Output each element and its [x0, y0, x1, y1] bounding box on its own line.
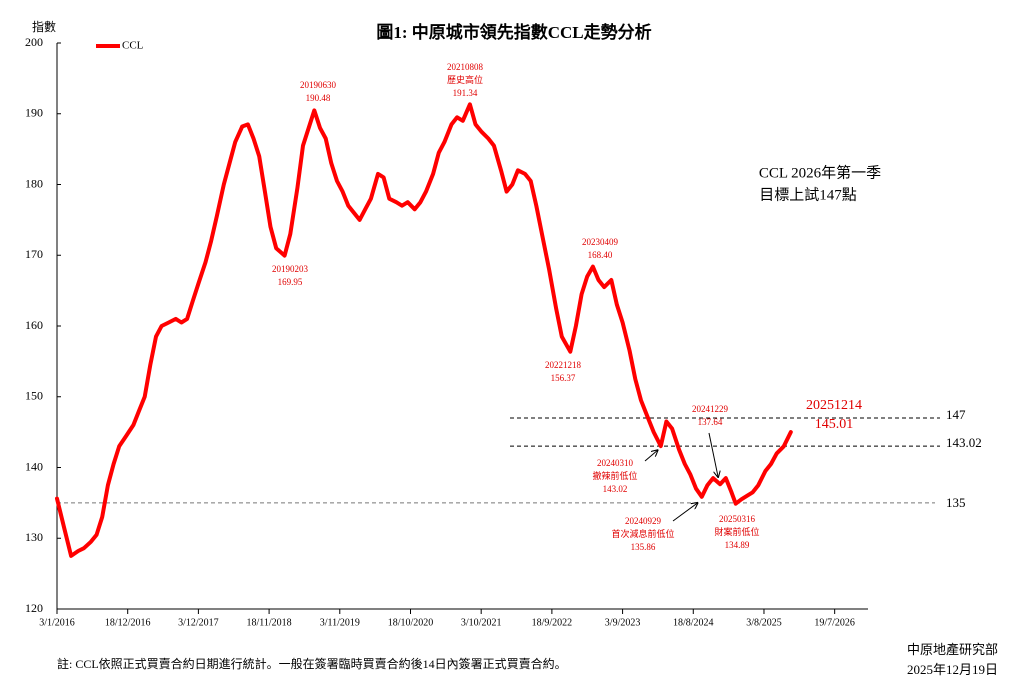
annotation-value: 168.40: [588, 250, 613, 260]
y-tick-label: 160: [25, 318, 43, 332]
y-tick-label: 180: [25, 176, 43, 190]
y-tick-label: 190: [25, 106, 43, 120]
annotation-date: 20241229: [692, 404, 729, 414]
target-note: 目標上試147點: [759, 186, 857, 203]
annotation-value: 156.37: [551, 373, 576, 383]
x-tick-label: 18/8/2024: [673, 617, 714, 628]
reference-label: 147: [946, 407, 966, 422]
x-tick-label: 18/9/2022: [532, 617, 573, 628]
annotation-value: 143.02: [603, 484, 628, 494]
source: 中原地產研究部: [907, 642, 998, 657]
line-series: [55, 102, 793, 558]
x-tick-label: 3/9/2023: [605, 617, 641, 628]
y-axis-label: 指數: [32, 19, 56, 34]
x-tick-label: 3/12/2017: [178, 617, 219, 628]
annotation-value: 169.95: [278, 277, 303, 287]
y-tick-label: 120: [25, 601, 43, 615]
annotation-note: 財案前低位: [714, 526, 759, 537]
annotation-date: 20210808: [447, 62, 484, 72]
annotation-arrow: [644, 450, 658, 462]
y-tick-label: 200: [25, 35, 43, 49]
annotation-arrow: [672, 503, 698, 522]
annotation-arrow: [708, 432, 718, 477]
annotation-value: 135.86: [631, 542, 656, 552]
annotation-date: 20221218: [545, 360, 582, 370]
y-tick-label: 170: [25, 247, 43, 261]
annotation-note: 撤辣前低位: [592, 470, 637, 481]
annotation-date: 20190630: [300, 80, 337, 90]
annotation-date: 20230409: [582, 237, 619, 247]
annotation-value: 190.48: [306, 93, 331, 103]
source-date: 2025年12月19日: [907, 662, 998, 677]
x-tick-label: 18/11/2018: [246, 617, 291, 628]
annotation-note: 首次減息前低位: [611, 528, 674, 539]
annotation-value: 191.34: [453, 88, 478, 98]
reference-label: 135: [946, 495, 966, 510]
x-tick-label: 18/10/2020: [388, 617, 434, 628]
x-tick-label: 18/12/2016: [105, 617, 151, 628]
x-tick-label: 19/7/2026: [814, 617, 855, 628]
annotation-date: 20240310: [597, 458, 634, 468]
annotation-date: 20250316: [719, 514, 756, 524]
y-tick-label: 130: [25, 530, 43, 544]
x-tick-label: 3/8/2025: [746, 617, 782, 628]
y-tick-label: 140: [25, 459, 43, 473]
x-tick-label: 3/11/2019: [320, 617, 360, 628]
annotation-date: 20251214: [806, 398, 862, 413]
annotation-value: 145.01: [815, 417, 854, 432]
annotation-date: 20190203: [272, 264, 309, 274]
target-note: CCL 2026年第一季: [759, 163, 881, 181]
reference-label: 143.02: [946, 435, 982, 450]
chart-title: 圖1: 中原城市領先指數CCL走勢分析: [376, 22, 651, 42]
y-tick-label: 150: [25, 389, 43, 403]
legend-label: CCL: [122, 40, 144, 52]
annotation-value: 137.64: [698, 417, 723, 427]
footnote: 註: CCL依照正式買賣合約日期進行統計。一般在簽署臨時買賣合約後14日內簽署正…: [57, 656, 567, 671]
annotation-value: 134.89: [725, 540, 750, 550]
annotation-note: 歷史高位: [447, 74, 483, 85]
x-tick-label: 3/1/2016: [39, 617, 75, 628]
annotation-date: 20240929: [625, 516, 662, 526]
x-tick-label: 3/10/2021: [461, 617, 502, 628]
